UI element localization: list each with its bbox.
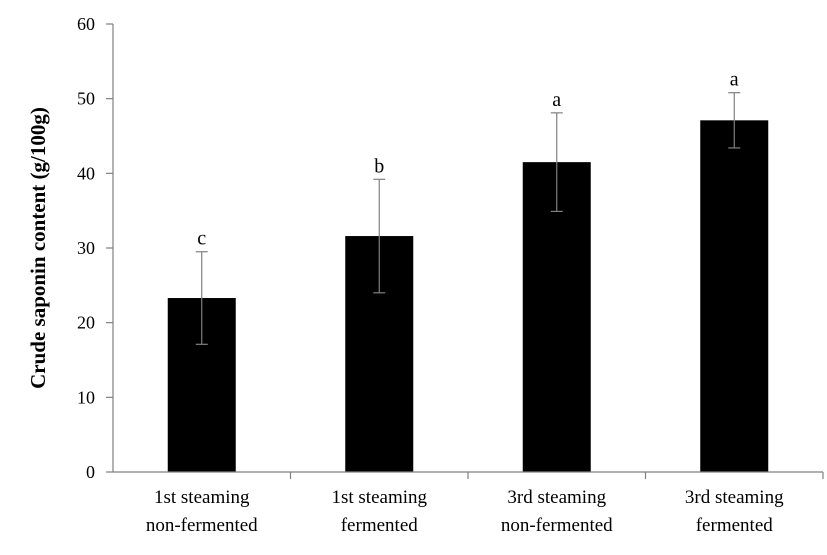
x-category-label: 1st steaming [331,487,427,508]
bar [700,120,769,472]
x-category-label: 3rd steaming [507,487,606,508]
bars [167,120,769,472]
y-tick-label: 30 [77,238,95,258]
x-category-label: 3rd steaming [685,487,784,508]
significance-letter: c [197,228,206,250]
significance-letter: a [730,69,739,91]
y-tick-label: 60 [77,14,95,34]
x-category-label: fermented [696,515,774,536]
x-axis: 1st steaming non-fermented 1st steaming fer… [113,471,824,536]
y-axis-label: Crude saponin content (g/100g) [26,107,50,389]
y-tick-label: 50 [77,89,95,109]
x-category-label: non-fermented [501,515,613,536]
x-category-label: 1st steaming [154,487,250,508]
y-axis: 0 10 20 30 40 50 60 [77,14,114,482]
significance-letter: a [552,89,561,111]
significance-labels: c b a a [197,69,739,250]
y-tick-label: 0 [86,462,95,482]
error-bars [195,92,741,345]
x-category-label: fermented [341,515,419,536]
significance-letter: b [374,155,384,177]
y-tick-label: 40 [77,163,95,183]
y-tick-label: 10 [77,387,95,407]
y-tick-label: 20 [77,313,95,333]
x-category-label: non-fermented [146,515,258,536]
bar [522,162,591,472]
